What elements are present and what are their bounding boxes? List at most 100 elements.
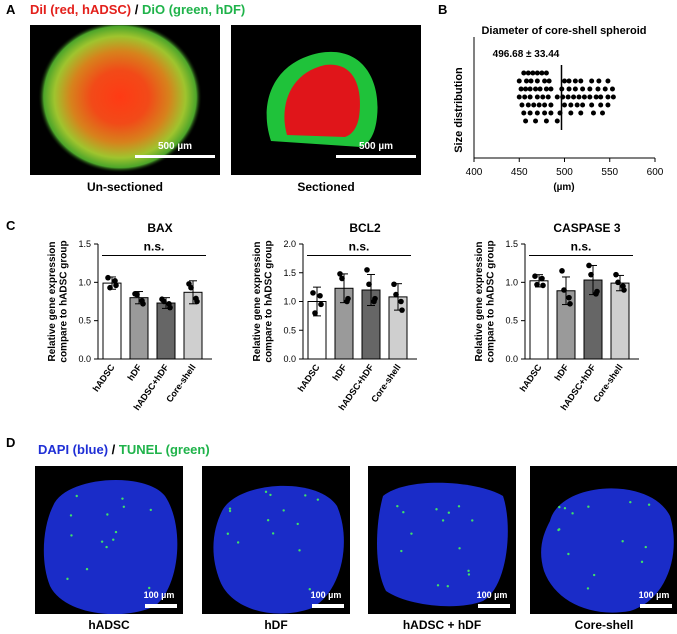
data-point: [554, 94, 560, 100]
tunel-spheroid-section: [377, 482, 508, 607]
x-tick-label: hADSC: [296, 362, 322, 394]
bar: [610, 282, 630, 360]
legend-dii: DiI (red, hADSC): [30, 2, 132, 17]
y-axis-label-line: Relative gene expression: [474, 241, 485, 361]
tunel-positive-cell: [447, 511, 451, 514]
tunel-positive-cell: [226, 532, 230, 535]
scale-bar: [336, 155, 416, 158]
data-point: [568, 102, 574, 108]
data-point: [572, 78, 578, 84]
data-point: [516, 78, 522, 84]
data-point: [393, 291, 399, 298]
tunel-positive-cell: [75, 494, 78, 498]
chart-title: BAX: [147, 221, 172, 235]
tunel-positive-cell: [558, 505, 561, 509]
caption-sectioned: Sectioned: [297, 180, 355, 194]
data-point: [548, 110, 554, 116]
x-tick-label: hDF: [125, 362, 144, 382]
scale-bar-label: 100 µm: [476, 590, 508, 600]
data-point: [542, 78, 548, 84]
data-point: [539, 70, 545, 76]
data-point: [574, 102, 580, 108]
tunel-positive-cell: [70, 534, 73, 537]
sectioned-spheroid: [266, 51, 378, 147]
tunel-positive-cell: [458, 547, 461, 550]
tunel-positive-cell: [105, 545, 108, 549]
data-point: [522, 94, 528, 100]
dapi-stained-tissue: [541, 488, 674, 613]
data-point: [572, 86, 578, 92]
data-point: [523, 86, 529, 92]
tunel-positive-cell: [410, 532, 413, 535]
x-tick-label: hDF: [330, 362, 349, 382]
legend-dapi: DAPI (blue): [38, 442, 109, 457]
chart-title: BCL2: [349, 221, 381, 235]
data-point: [561, 287, 567, 293]
y-tick-label: 1.5: [505, 239, 518, 249]
x-tick-label: hADSC: [91, 362, 117, 394]
data-point: [566, 78, 572, 84]
scale-bar: [312, 604, 344, 608]
data-point: [310, 290, 316, 296]
x-tick-label: 550: [601, 167, 618, 178]
panel-c-label: C: [6, 218, 16, 233]
tunel-positive-cell: [621, 540, 624, 543]
y-tick-label: 0.0: [505, 354, 518, 364]
tunel-positive-cell: [457, 505, 461, 508]
micrograph-tunel: 100 µm: [368, 466, 516, 614]
data-point: [534, 70, 540, 76]
data-point: [519, 102, 525, 108]
data-point: [398, 298, 404, 305]
chart-bcl2: BCL2 Relative gene expressioncompare to h…: [252, 221, 417, 412]
data-point: [540, 94, 546, 100]
data-point: [525, 102, 531, 108]
y-tick-label: 1.5: [283, 268, 296, 278]
data-point: [605, 94, 611, 100]
data-point: [590, 110, 596, 116]
tunel-positive-cell: [228, 507, 232, 510]
caption-tunel: hADSC: [88, 618, 130, 632]
tunel-positive-cell: [228, 509, 232, 513]
panel-d-label: D: [6, 435, 16, 450]
y-axis-label: Relative gene expressioncompare to hADSC…: [252, 240, 275, 362]
y-axis-label: Size distribution: [453, 67, 465, 153]
tunel-positive-cell: [592, 573, 596, 577]
y-axis-label: Relative gene expressioncompare to hADSC…: [474, 240, 497, 362]
data-point: [613, 271, 619, 278]
x-axis-label: (µm): [553, 182, 574, 193]
tunel-positive-cell: [587, 505, 590, 508]
dapi-stained-tissue: [377, 482, 508, 607]
tunel-spheroid-section: [541, 488, 674, 613]
x-tick-label: 450: [511, 167, 528, 178]
data-point: [539, 275, 545, 282]
tunel-positive-cell: [69, 514, 73, 517]
chart-annotation: 496.68 ± 33.44: [493, 49, 560, 60]
data-point: [542, 110, 548, 116]
data-point: [600, 110, 606, 116]
y-axis-label: Relative gene expressioncompare to hADSC…: [47, 240, 70, 362]
data-point: [527, 94, 533, 100]
data-point: [534, 110, 540, 116]
y-tick-label: 1.5: [78, 239, 91, 249]
tunel-positive-cell: [298, 549, 301, 552]
scale-bar-label: 500 µm: [157, 141, 193, 152]
data-point: [581, 94, 587, 100]
data-point: [521, 70, 527, 76]
data-point: [605, 102, 611, 108]
panel-d-legend: DAPI (blue) / TUNEL (green): [38, 442, 210, 457]
chart-caspase3: CASPASE 3 Relative gene expressioncompare…: [474, 221, 639, 412]
tunel-positive-cell: [629, 500, 632, 504]
data-point: [139, 297, 145, 304]
y-tick-label: 0.0: [283, 354, 296, 364]
data-point: [566, 294, 572, 301]
caption-unsectioned: Un-sectioned: [86, 180, 163, 194]
data-point: [105, 274, 111, 281]
panel-b-label: B: [438, 2, 448, 17]
y-axis-label-line: compare to hADSC group: [264, 240, 275, 362]
data-point: [337, 271, 343, 277]
tunel-positive-cell: [647, 503, 651, 506]
y-axis-label-line: Relative gene expression: [252, 241, 263, 361]
x-tick-label: hDF: [552, 362, 571, 382]
data-point: [531, 102, 537, 108]
tunel-positive-cell: [563, 507, 567, 510]
